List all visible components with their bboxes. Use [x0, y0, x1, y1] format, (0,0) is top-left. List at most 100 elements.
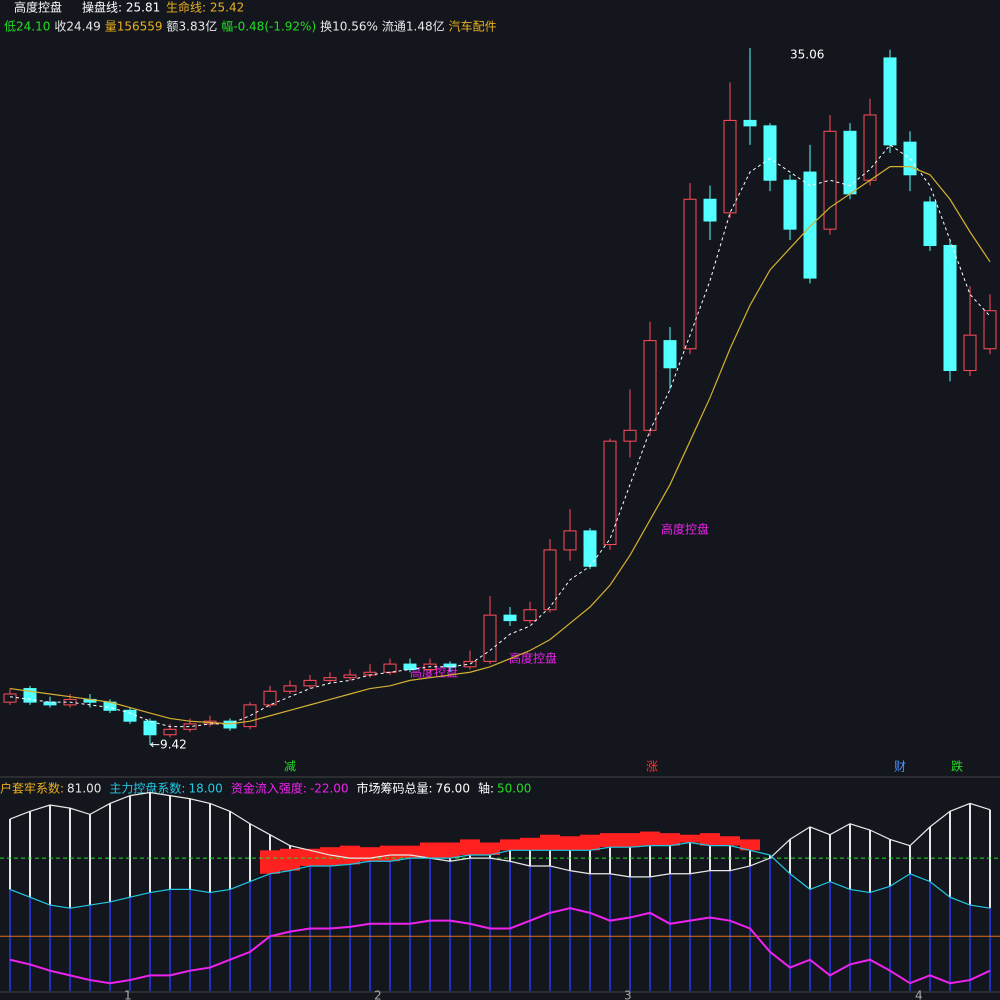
candle-body — [943, 244, 957, 372]
candle-body — [643, 340, 657, 431]
red-area — [280, 848, 300, 871]
legend-value: 18.00 — [188, 782, 222, 796]
candle-body — [483, 614, 497, 662]
series-line — [9, 166, 991, 725]
candle-body — [763, 125, 777, 181]
signal-label: 高度控盘 — [509, 651, 557, 666]
legend-name: 户套牢系数: — [0, 781, 64, 796]
x-label: 2 — [374, 989, 382, 1000]
candle-body — [503, 614, 517, 622]
red-area — [580, 834, 600, 851]
candle-body — [783, 179, 797, 230]
legend-value: -22.00 — [310, 782, 349, 796]
red-area — [440, 842, 460, 859]
event-marker: 减 — [284, 760, 296, 774]
line2-label: 生命线: 25.42 — [166, 0, 244, 15]
candle-body — [963, 334, 977, 372]
candle-body — [903, 141, 917, 176]
quote-item: 量156559 — [105, 20, 163, 34]
red-area — [740, 839, 760, 851]
candle-body — [403, 663, 417, 671]
candle-body — [623, 429, 637, 442]
candle-body — [863, 114, 877, 181]
quote-bar: 低24.10 收24.49 量156559 额3.83亿 幅-0.48(-1.92%) 换… — [4, 19, 497, 34]
legend-value: 50.00 — [497, 782, 531, 796]
red-area — [540, 834, 560, 851]
candle-body — [743, 119, 757, 127]
red-area — [420, 842, 440, 859]
candle-body — [263, 690, 277, 706]
event-marker: 跌 — [951, 759, 963, 774]
candle-body — [563, 530, 577, 551]
red-area — [560, 836, 580, 851]
candle-body — [843, 130, 857, 195]
candle-body — [663, 340, 677, 369]
candle-body — [43, 701, 57, 706]
red-area — [480, 842, 500, 856]
legend-value: 81.00 — [67, 782, 101, 796]
candle-body — [523, 609, 537, 622]
x-label: 1 — [124, 989, 132, 1000]
series-line — [9, 841, 991, 909]
series-line — [9, 791, 991, 878]
red-area — [700, 833, 720, 846]
red-area — [520, 837, 540, 851]
quote-item: 低24.10 — [4, 20, 50, 34]
high-label: 35.06 — [790, 48, 824, 62]
candle-body — [883, 57, 897, 146]
red-area — [460, 839, 480, 856]
legend-value: 76.00 — [436, 782, 470, 796]
signal-label: 高度控盘 — [661, 522, 709, 537]
candle-body — [303, 679, 317, 687]
candle-body — [463, 660, 477, 668]
candle-body — [123, 709, 137, 722]
quote-item: 幅-0.48(-1.92%) — [221, 19, 316, 34]
red-area — [620, 833, 640, 848]
x-label: 4 — [915, 989, 923, 1000]
candle-body — [183, 723, 197, 730]
legend-name: 主力控盘系数: — [109, 781, 185, 796]
series-line — [9, 907, 991, 985]
red-area — [260, 850, 280, 874]
quote-item: 收24.49 — [54, 20, 100, 34]
candle-body — [283, 685, 297, 692]
red-area — [340, 845, 360, 865]
red-area — [360, 847, 380, 862]
event-marker: 涨 — [646, 759, 658, 774]
line1-label: 操盘线: 25.81 — [82, 0, 160, 15]
candle-body — [823, 130, 837, 230]
red-area — [660, 833, 680, 846]
candle-body — [923, 201, 937, 246]
red-area — [320, 847, 340, 866]
quote-item: 汽车配件 — [449, 19, 497, 34]
candle-body — [803, 171, 817, 279]
red-area — [380, 845, 400, 862]
low-label: ←9.42 — [150, 738, 187, 752]
red-area — [300, 848, 320, 866]
quote-item: 换10.56% — [320, 20, 378, 34]
candle-body — [243, 704, 257, 728]
candle-body — [163, 728, 177, 736]
indicator-title: 高度控盘 — [14, 0, 62, 15]
candle-body — [143, 720, 157, 736]
red-area — [720, 836, 740, 846]
red-area — [600, 833, 620, 848]
candle-body — [223, 720, 237, 729]
candle-body — [603, 440, 617, 545]
event-marker: 财 — [894, 760, 906, 774]
candle-body — [323, 677, 337, 681]
candle-body — [343, 674, 357, 679]
quote-item: 额3.83亿 — [167, 19, 218, 34]
candle-body — [703, 198, 717, 222]
candle-body — [723, 119, 737, 214]
candle-body — [683, 198, 697, 350]
legend-name: 轴: — [478, 781, 494, 796]
legend-name: 资金流入强度: — [231, 781, 307, 796]
x-label: 3 — [624, 989, 632, 1000]
candle-body — [443, 663, 457, 668]
quote-item: 流通1.48亿 — [382, 19, 445, 34]
candle-body — [383, 663, 397, 673]
candle-body — [983, 310, 997, 350]
series-line — [9, 144, 991, 728]
